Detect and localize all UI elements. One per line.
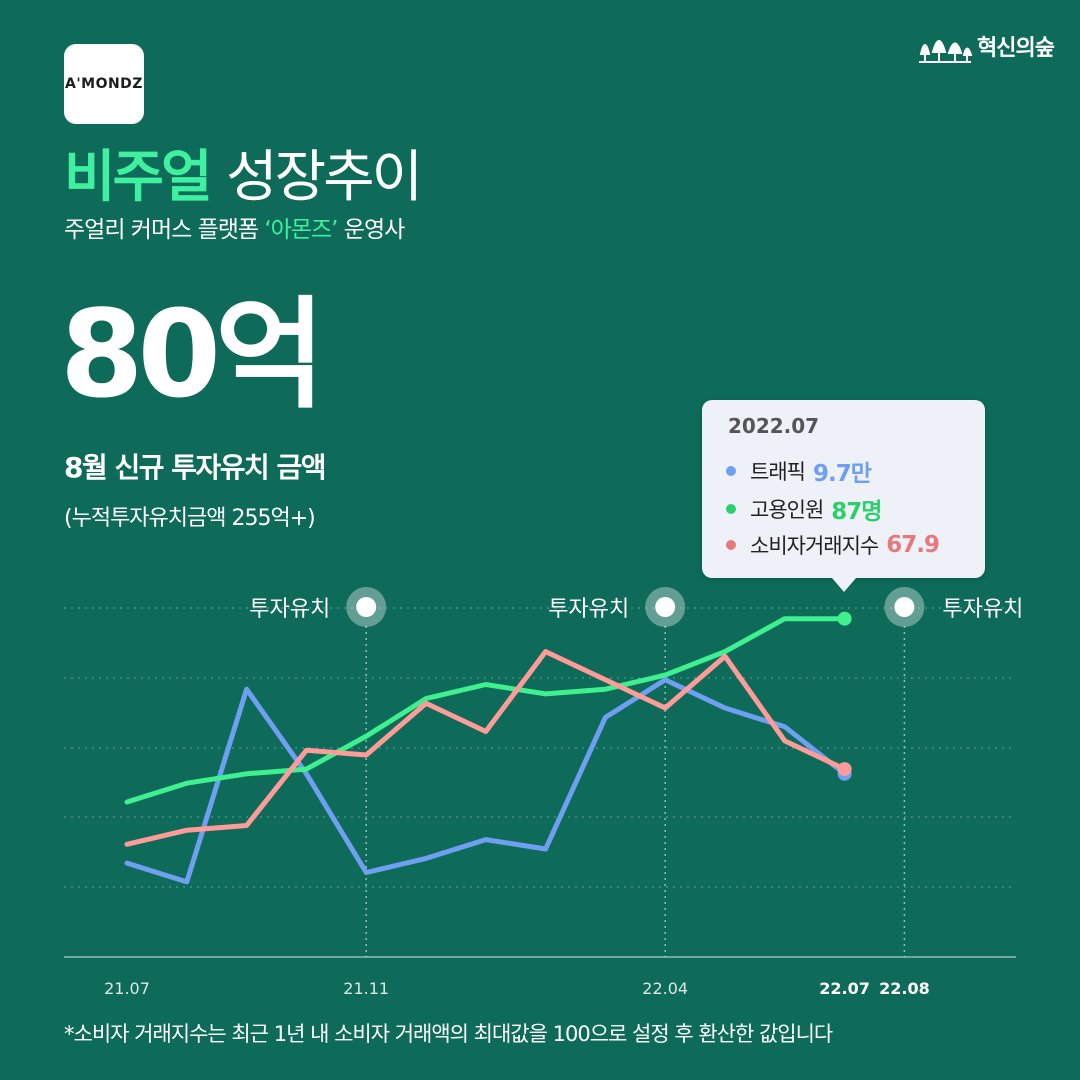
tooltip-row-consumer-index: 소비자거래지수 67.9: [726, 530, 940, 560]
employees-dot-icon: [726, 504, 736, 514]
annotation-label: 투자유치: [249, 597, 330, 622]
traffic-dot-icon: [726, 466, 736, 476]
forest-logo-icon: [919, 40, 973, 63]
tooltip-value: 9.7만: [812, 461, 872, 487]
subtitle-prefix: 주얼리 커머스 플랫폼: [64, 217, 265, 243]
subtitle-highlight: ‘아몬즈’: [264, 217, 338, 243]
tooltip-label: 고용인원: [750, 498, 824, 522]
investment-amount: 80억: [60, 286, 325, 425]
x-tick-label: 22.04: [642, 979, 688, 998]
title-rest: 성장추이: [226, 145, 423, 210]
site-brand: 혁신의숲: [917, 26, 1055, 66]
series-line: [124, 616, 848, 805]
chart-tooltip: 2022.07 트래픽 9.7만 고용인원 87명 소비자거래지수 67.9: [702, 400, 985, 592]
tooltip-value: 87명: [831, 499, 882, 525]
consumer-index-dot-icon: [726, 540, 736, 550]
tooltip-label: 트래픽: [750, 460, 806, 484]
page-title: 비주얼 성장추이: [64, 132, 423, 213]
x-tick-label: 22.07: [819, 979, 870, 998]
annotation-marker-icon: [356, 597, 377, 617]
tooltip-row-employees: 고용인원 87명: [726, 492, 882, 526]
x-tick-label: 21.07: [104, 979, 150, 998]
site-name: 혁신의숲: [977, 36, 1055, 61]
title-highlight: 비주얼: [64, 145, 213, 210]
footnote: *소비자 거래지수는 최근 1년 내 소비자 거래액의 최대값을 100으로 설…: [64, 1022, 833, 1046]
subtitle: 주얼리 커머스 플랫폼 ‘아몬즈’ 운영사: [64, 210, 405, 244]
annotation-marker-icon: [894, 597, 915, 617]
tooltip-value: 67.9: [886, 532, 940, 558]
annotation-label: 투자유치: [942, 597, 1023, 622]
investment-caption: 8월 신규 투자유치 금액: [64, 451, 327, 484]
x-tick-label: 22.08: [879, 979, 930, 998]
logo-text: A'MONDZ: [65, 76, 143, 92]
tooltip-date: 2022.07: [728, 414, 820, 438]
subtitle-suffix: 운영사: [337, 217, 405, 243]
tooltip-row-traffic: 트래픽 9.7만: [726, 454, 872, 488]
x-tick-label: 21.11: [343, 979, 389, 998]
cumulative-investment-note: (누적투자유치금액 255억+): [64, 506, 316, 531]
series-end-point: [837, 611, 852, 626]
annotation-marker-icon: [655, 597, 676, 617]
tooltip-label: 소비자거래지수: [750, 534, 879, 558]
annotation-label: 투자유치: [548, 597, 629, 622]
series-line: [124, 649, 848, 847]
series-line: [124, 677, 848, 885]
series-end-point: [837, 762, 852, 777]
amondz-logo: A'MONDZ: [64, 44, 144, 124]
